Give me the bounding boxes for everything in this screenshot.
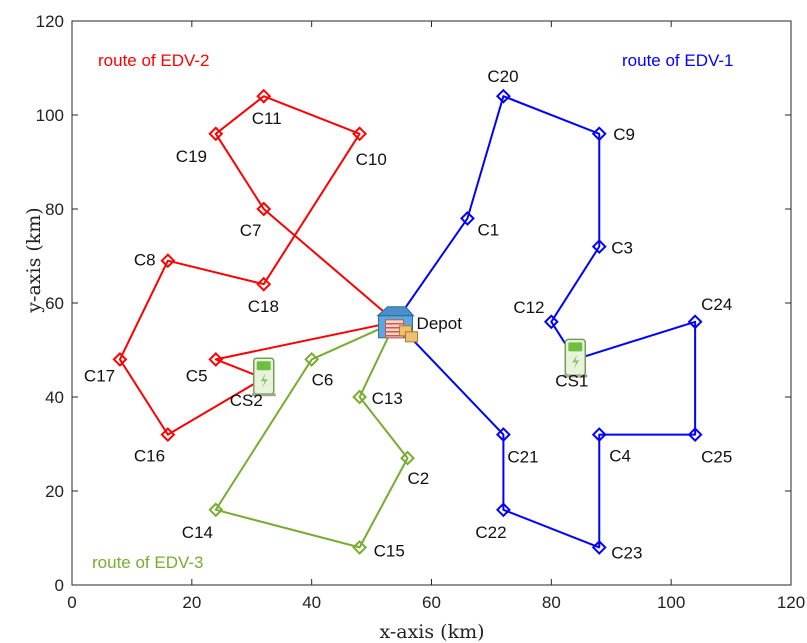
customer-marker-c6 bbox=[304, 351, 320, 367]
x-tick-label: 100 bbox=[657, 593, 685, 612]
customer-marker-c1 bbox=[460, 210, 475, 226]
customer-marker-c7 bbox=[256, 201, 272, 217]
customer-marker-c15 bbox=[352, 539, 368, 555]
node-label-c24: C24 bbox=[701, 295, 732, 314]
node-label-c14: C14 bbox=[182, 523, 213, 542]
y-tick-label: 20 bbox=[45, 482, 64, 501]
customer-marker-c16 bbox=[160, 427, 176, 443]
node-label-c10: C10 bbox=[356, 150, 387, 169]
node-label-c12: C12 bbox=[513, 298, 544, 317]
customer-marker-c14 bbox=[208, 502, 224, 518]
stations bbox=[251, 306, 588, 397]
customer-marker-c10 bbox=[352, 126, 368, 142]
customer-marker-c19 bbox=[208, 126, 224, 142]
customer-marker-c22 bbox=[495, 502, 511, 518]
node-label-c6: C6 bbox=[312, 370, 334, 389]
customer-marker-c2 bbox=[400, 450, 415, 466]
customer-marker-c17 bbox=[112, 351, 128, 367]
y-tick-label: 120 bbox=[36, 12, 64, 31]
depot-icon bbox=[376, 306, 419, 343]
customer-marker-c8 bbox=[160, 253, 176, 269]
node-label-c1: C1 bbox=[477, 220, 499, 239]
route-label-edv1: route of EDV-1 bbox=[622, 51, 734, 70]
route-label-edv2: route of EDV-2 bbox=[98, 51, 210, 70]
node-label-c16: C16 bbox=[134, 447, 165, 466]
node-label-c22: C22 bbox=[475, 523, 506, 542]
route-line-edv1 bbox=[394, 95, 697, 549]
node-label-c20: C20 bbox=[487, 67, 518, 86]
customer-marker-c23 bbox=[591, 539, 607, 555]
customer-marker-c12 bbox=[543, 314, 559, 330]
customer-marker-c25 bbox=[687, 427, 703, 443]
axes: 0 20 40 60 80 100 120 0 20 40 60 80 100 120 bbox=[36, 12, 806, 612]
y-tick-label: 100 bbox=[36, 106, 64, 125]
y-axis-label: y-axis (km) bbox=[23, 207, 45, 313]
charging-station-icon bbox=[563, 338, 588, 378]
node-label-c18: C18 bbox=[248, 297, 279, 316]
x-tick-label: 40 bbox=[302, 593, 321, 612]
node-label-cs1: CS1 bbox=[555, 371, 588, 390]
node-label-c19: C19 bbox=[176, 147, 207, 166]
customer-marker-c3 bbox=[591, 239, 607, 255]
customer-markers bbox=[112, 88, 703, 555]
x-tick-label: 120 bbox=[777, 593, 805, 612]
node-label-c15: C15 bbox=[374, 541, 405, 560]
node-label-depot: Depot bbox=[417, 314, 463, 333]
y-tick-label: 0 bbox=[55, 576, 64, 595]
customer-marker-c11 bbox=[256, 88, 272, 104]
customer-marker-c13 bbox=[352, 389, 368, 405]
y-tick-label: 80 bbox=[45, 200, 64, 219]
y-tick-label: 60 bbox=[45, 294, 64, 313]
x-tick-label: 60 bbox=[422, 593, 441, 612]
node-label-cs2: CS2 bbox=[230, 391, 263, 410]
node-label-c3: C3 bbox=[611, 239, 633, 258]
route-label-edv3: route of EDV-3 bbox=[92, 553, 204, 572]
node-labels: Depot CS1 CS2 C1 C2 C3 C4 C5 C6 C7 C8 C9 C10 C11 C12 C1… bbox=[84, 67, 732, 562]
node-label-c8: C8 bbox=[134, 251, 156, 270]
node-label-c4: C4 bbox=[609, 447, 631, 466]
node-label-c25: C25 bbox=[701, 448, 732, 467]
plot-frame bbox=[71, 20, 792, 586]
node-label-c2: C2 bbox=[408, 469, 430, 488]
node-label-c23: C23 bbox=[611, 543, 642, 562]
node-label-c17: C17 bbox=[84, 366, 115, 385]
customer-marker-c5 bbox=[208, 351, 224, 367]
x-tick-label: 0 bbox=[67, 593, 76, 612]
customer-marker-c9 bbox=[591, 126, 607, 142]
customer-marker-c4 bbox=[591, 427, 607, 443]
customer-marker-c21 bbox=[495, 427, 511, 443]
customer-marker-c18 bbox=[256, 276, 272, 292]
x-tick-label: 20 bbox=[182, 593, 201, 612]
customer-marker-c20 bbox=[495, 88, 511, 104]
y-tick-label: 40 bbox=[45, 388, 64, 407]
x-tick-label: 80 bbox=[542, 593, 561, 612]
node-label-c21: C21 bbox=[507, 448, 538, 467]
route-line-edv3 bbox=[214, 320, 409, 549]
node-label-c7: C7 bbox=[240, 221, 262, 240]
x-axis-label: x-axis (km) bbox=[379, 621, 484, 643]
node-label-c13: C13 bbox=[372, 389, 403, 408]
customer-marker-c24 bbox=[687, 314, 703, 330]
charging-station-icon bbox=[251, 357, 276, 397]
node-label-c11: C11 bbox=[252, 109, 282, 128]
node-label-c9: C9 bbox=[613, 125, 635, 144]
node-label-c5: C5 bbox=[186, 366, 208, 385]
